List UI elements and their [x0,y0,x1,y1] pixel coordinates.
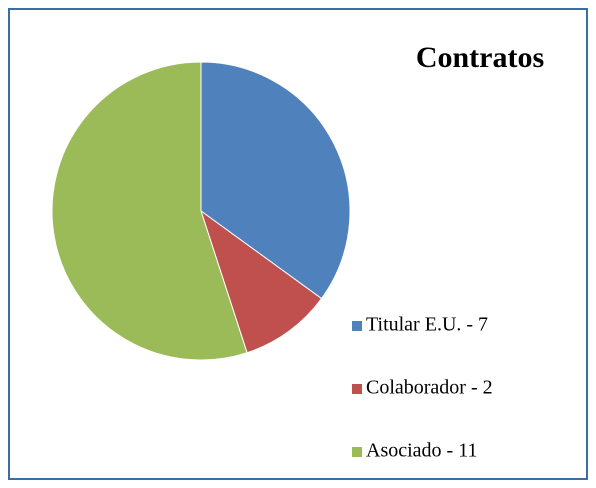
chart-title: Contratos [416,41,544,74]
pie-slice [200,61,351,300]
legend-swatch [352,384,362,394]
legend-swatch [352,447,362,457]
pie-slice [200,209,323,354]
legend-swatch [352,321,362,331]
legend-label: Colaborador - 2 [366,377,493,399]
legend-label: Asociado - 11 [366,440,477,462]
legend-label: Titular E.U. - 7 [366,314,488,336]
pie-slice [51,61,248,361]
